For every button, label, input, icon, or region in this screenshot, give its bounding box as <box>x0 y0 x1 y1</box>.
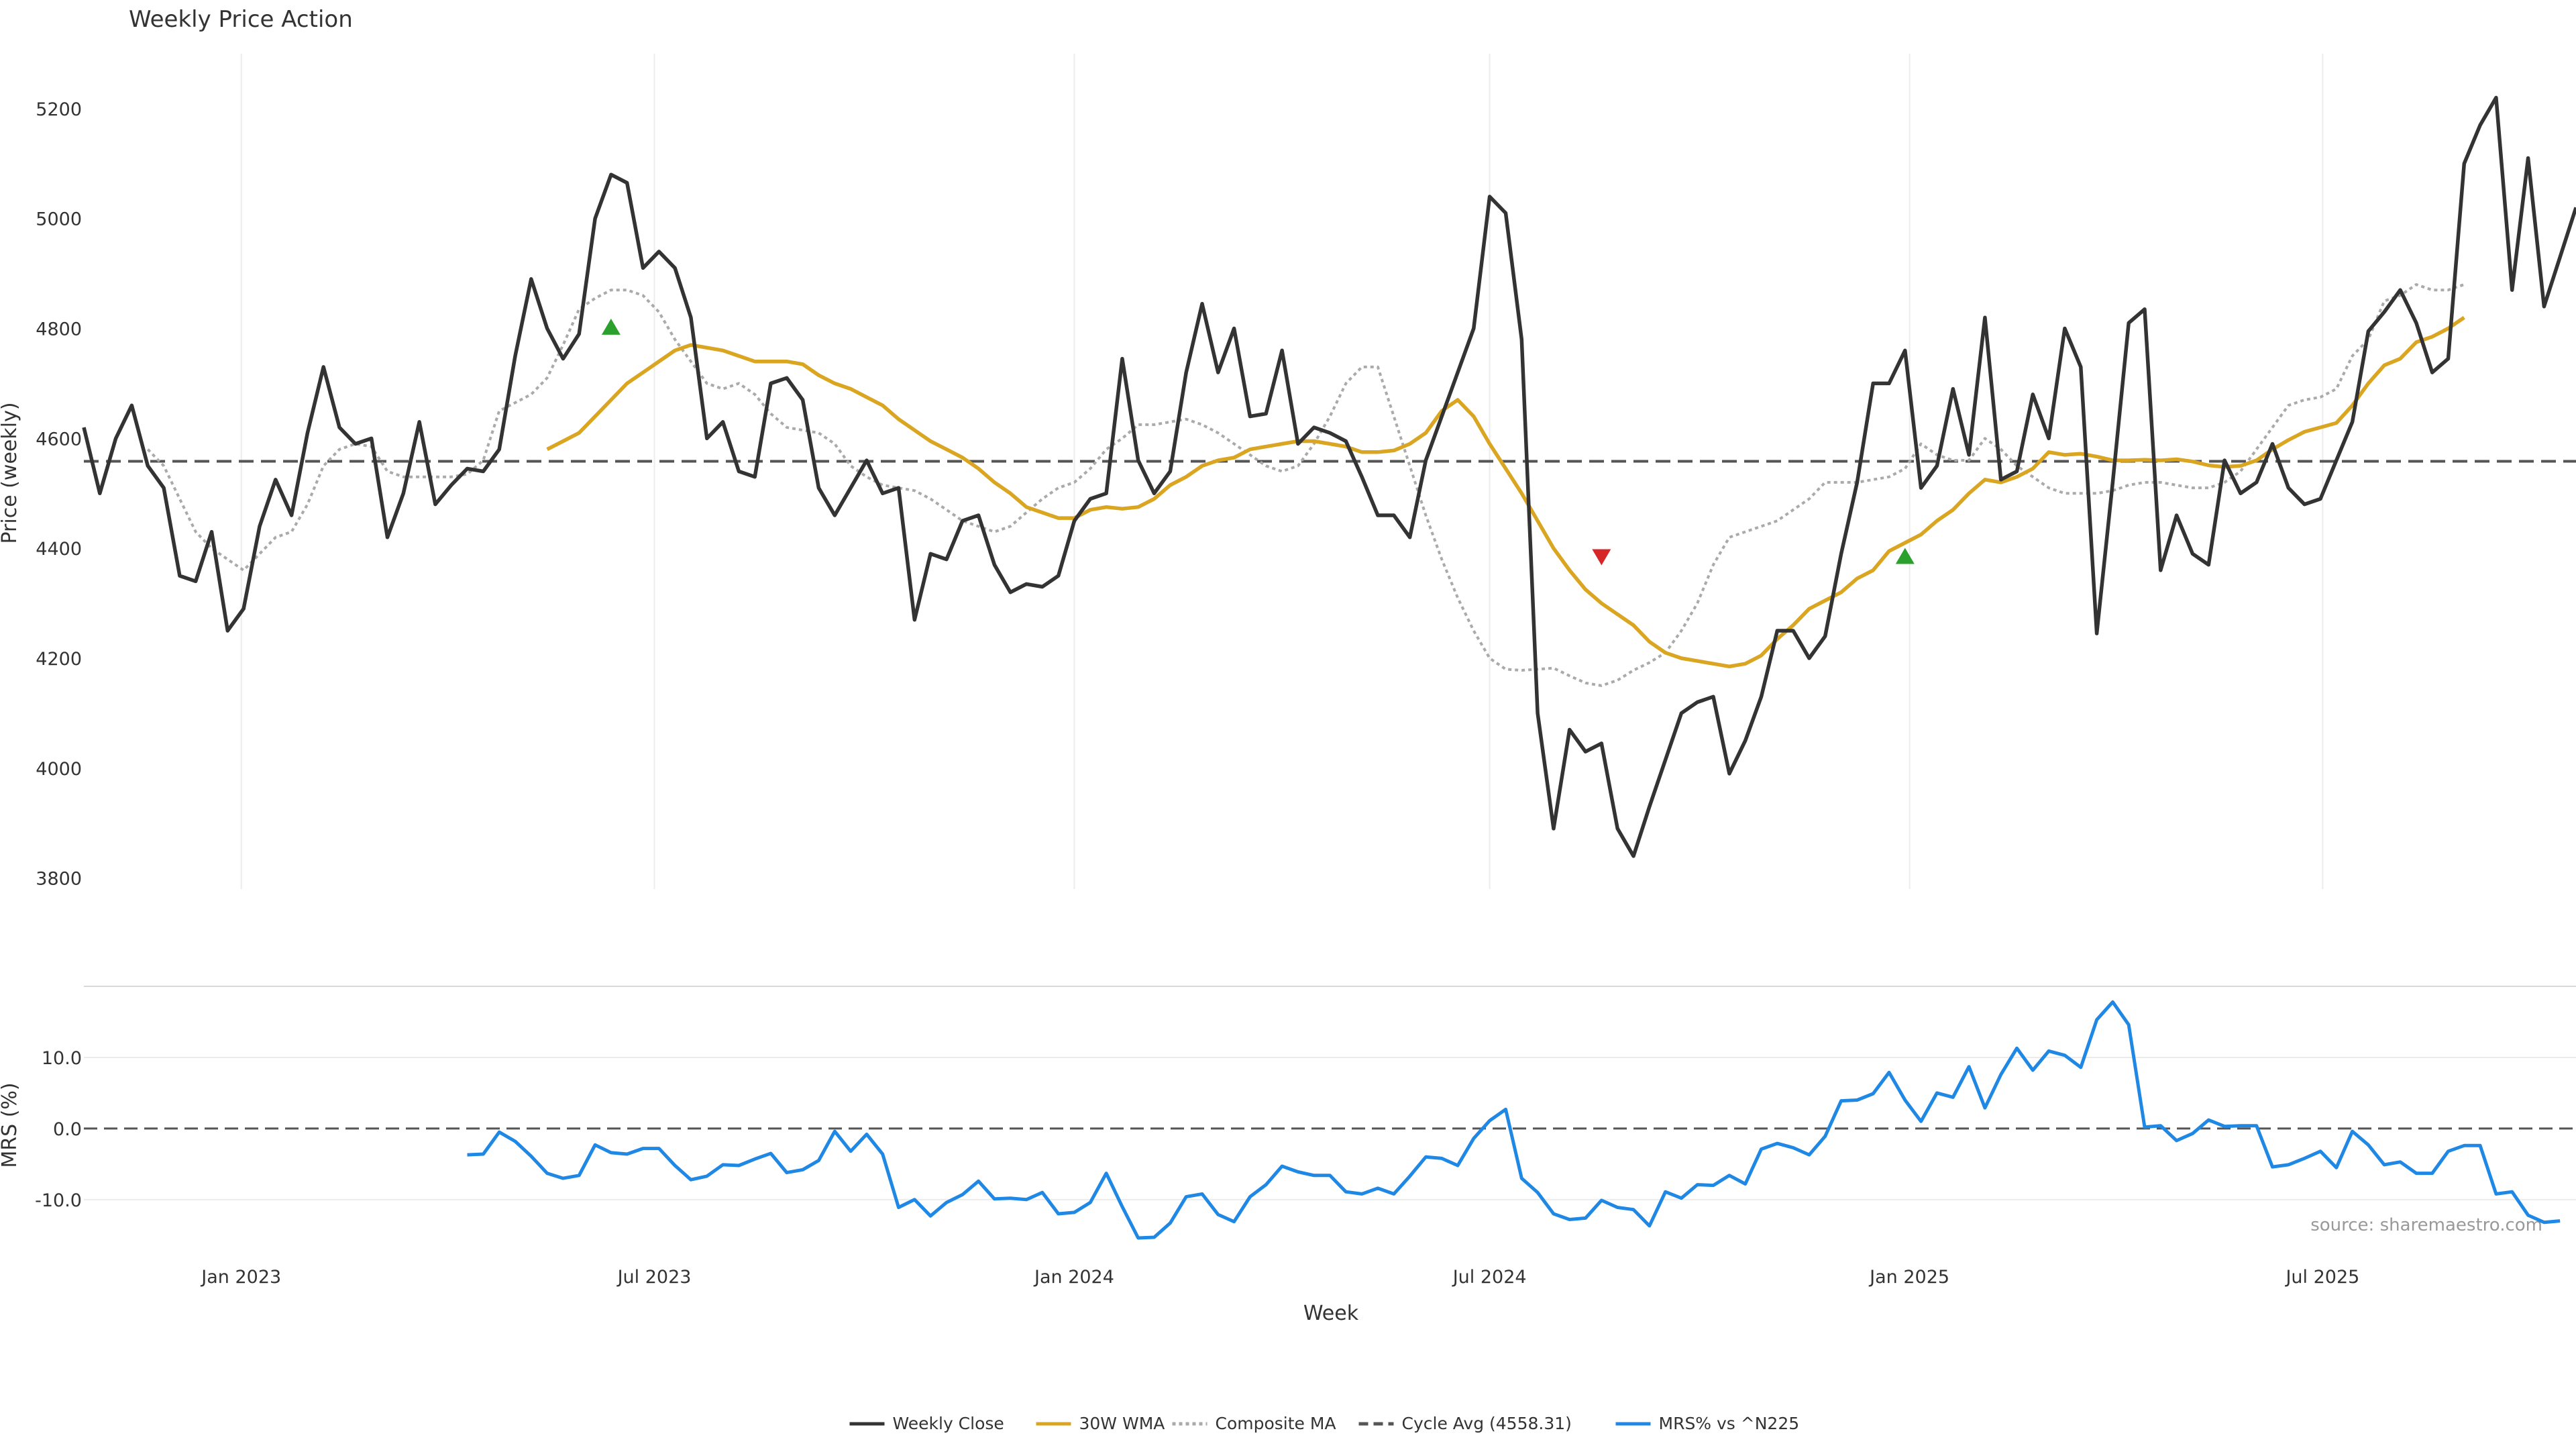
price-ytick-label: 4200 <box>36 649 82 670</box>
x-tick-label: Jul 2023 <box>616 1267 692 1288</box>
x-tick-label: Jan 2023 <box>200 1267 281 1288</box>
price-panel: 3800 4000 4200 4400 4600 4800 5000 5200 <box>36 54 2576 890</box>
x-tick-label: Jan 2025 <box>1868 1267 1949 1288</box>
mrs-panel: -10.0 0.0 10.0 <box>35 986 2576 1240</box>
price-ytick-label: 4600 <box>36 429 82 450</box>
x-tick-label: Jul 2025 <box>2284 1267 2359 1288</box>
mrs-series <box>467 1000 2561 1240</box>
legend-label: MRS% vs ^N225 <box>1659 1414 1800 1433</box>
chart-title: Weekly Price Action <box>129 6 353 33</box>
price-ytick-label: 4400 <box>36 539 82 560</box>
price-ytick-label: 3800 <box>36 869 82 890</box>
mrs-ytick-label: 0.0 <box>53 1119 82 1140</box>
x-tick-label: Jan 2024 <box>1033 1267 1114 1288</box>
buy-signal-marker <box>601 318 621 335</box>
price-ytick-label: 5200 <box>36 99 82 120</box>
price-axis-label: Price (weekly) <box>0 402 21 543</box>
weekly-close-series <box>82 95 2576 858</box>
mrs-axis-label: MRS (%) <box>0 1082 21 1168</box>
mrs-ytick-label: 10.0 <box>42 1048 82 1069</box>
price-ytick-label: 5000 <box>36 209 82 230</box>
sell-signal-marker <box>1592 549 1611 566</box>
legend-label: Composite MA <box>1216 1414 1336 1433</box>
legend: Weekly Close 30W WMA Composite MA Cycle Avg… <box>849 1414 1800 1433</box>
composite-ma-series <box>146 283 2465 687</box>
source-annotation: source: sharemaestro.com <box>2310 1215 2542 1235</box>
x-tick-label: Jul 2024 <box>1452 1267 1527 1288</box>
legend-label: Cycle Avg (4558.31) <box>1402 1414 1572 1433</box>
price-ytick-label: 4000 <box>36 759 82 780</box>
price-ytick-label: 4800 <box>36 319 82 340</box>
buy-signal-marker <box>1895 548 1915 564</box>
x-axis-label: Week <box>1303 1302 1359 1325</box>
mrs-ytick-label: -10.0 <box>35 1190 82 1211</box>
legend-label: Weekly Close <box>893 1414 1004 1433</box>
x-axis-ticks: Jan 2023 Jul 2023 Jan 2024 Jul 2024 Jan 2025… <box>200 1267 2359 1288</box>
30w-wma-series <box>546 315 2465 669</box>
legend-label: 30W WMA <box>1079 1414 1165 1433</box>
